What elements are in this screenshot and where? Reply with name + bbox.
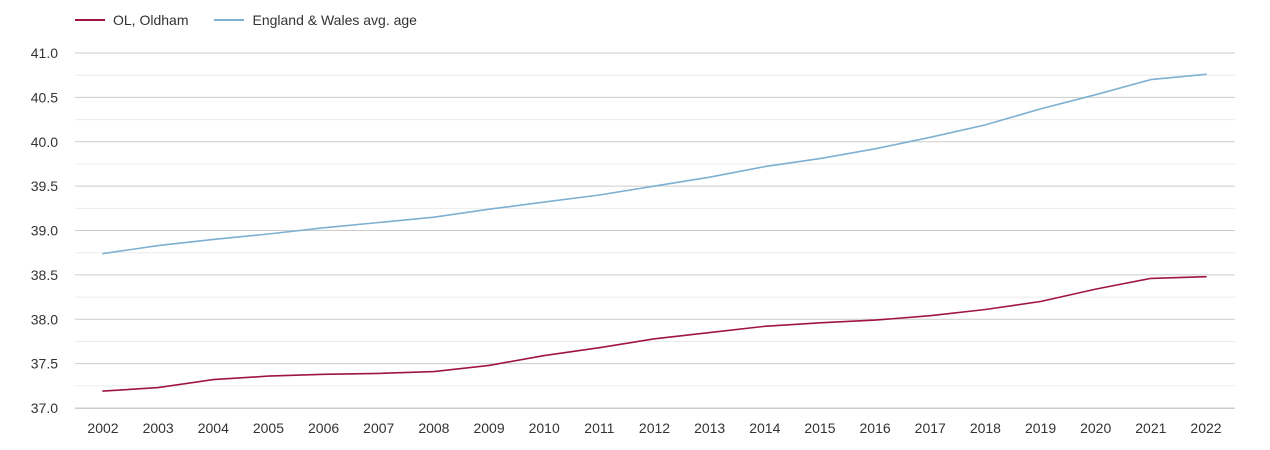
grid-lines xyxy=(75,52,1235,409)
x-axis: 2002 2003 2004 2005 2006 2007 2008 2009 2010 2011… xyxy=(75,408,1235,436)
data-point-england-wales[interactable] xyxy=(1093,92,1099,98)
x-tick-label: 2002 xyxy=(87,420,118,436)
data-point-oldham[interactable] xyxy=(1203,274,1209,280)
data-point-england-wales[interactable] xyxy=(872,146,878,152)
data-point-england-wales[interactable] xyxy=(321,225,327,231)
data-point-england-wales[interactable] xyxy=(100,251,106,257)
y-axis: 37.0 37.5 38.0 38.5 39.0 39.5 40.0 40.5 41.0 xyxy=(31,45,58,416)
y-tick-label: 37.0 xyxy=(31,400,58,416)
legend-label-oldham: OL, Oldham xyxy=(113,12,189,28)
data-point-england-wales[interactable] xyxy=(596,192,602,198)
data-point-oldham[interactable] xyxy=(265,373,271,379)
data-point-oldham[interactable] xyxy=(100,388,106,394)
x-tick-label: 2018 xyxy=(970,420,1001,436)
legend-item-england-wales[interactable]: England & Wales avg. age xyxy=(214,12,417,28)
data-point-oldham[interactable] xyxy=(762,323,768,329)
data-point-oldham[interactable] xyxy=(1148,275,1154,281)
x-tick-label: 2014 xyxy=(749,420,780,436)
data-point-england-wales[interactable] xyxy=(1038,106,1044,112)
x-tick-label: 2010 xyxy=(529,420,560,436)
data-point-england-wales[interactable] xyxy=(982,122,988,128)
data-point-oldham[interactable] xyxy=(927,313,933,319)
data-point-oldham[interactable] xyxy=(872,317,878,323)
data-point-england-wales[interactable] xyxy=(376,220,382,226)
x-tick-label: 2021 xyxy=(1135,420,1166,436)
data-point-england-wales[interactable] xyxy=(541,199,547,205)
series-line-oldham[interactable] xyxy=(102,275,1207,392)
x-tick-label: 2004 xyxy=(198,420,229,436)
legend-swatch-england-wales xyxy=(214,19,245,21)
x-tick-label: 2022 xyxy=(1190,420,1221,436)
data-point-oldham[interactable] xyxy=(376,370,382,376)
data-point-england-wales[interactable] xyxy=(817,156,823,162)
data-point-england-wales[interactable] xyxy=(762,164,768,170)
legend-label-england-wales: England & Wales avg. age xyxy=(252,12,417,28)
chart-legend: OL, Oldham England & Wales avg. age xyxy=(75,10,443,30)
series-lines xyxy=(100,71,1209,394)
y-tick-label: 39.5 xyxy=(31,178,58,194)
x-tick-label: 2017 xyxy=(915,420,946,436)
x-tick-label: 2011 xyxy=(584,420,614,436)
data-point-oldham[interactable] xyxy=(707,330,713,336)
y-tick-label: 39.0 xyxy=(31,223,58,239)
data-point-oldham[interactable] xyxy=(596,345,602,351)
data-point-england-wales[interactable] xyxy=(652,183,658,189)
data-point-england-wales[interactable] xyxy=(155,243,161,249)
y-tick-label: 41.0 xyxy=(31,45,58,61)
x-tick-label: 2009 xyxy=(473,420,504,436)
data-point-oldham[interactable] xyxy=(982,306,988,312)
data-point-oldham[interactable] xyxy=(155,385,161,391)
x-tick-label: 2019 xyxy=(1025,420,1056,436)
data-point-england-wales[interactable] xyxy=(210,236,216,242)
x-tick-label: 2012 xyxy=(639,420,670,436)
data-point-england-wales[interactable] xyxy=(431,214,437,220)
data-point-oldham[interactable] xyxy=(210,377,216,383)
x-tick-label: 2006 xyxy=(308,420,339,436)
data-point-oldham[interactable] xyxy=(1038,299,1044,305)
data-point-england-wales[interactable] xyxy=(927,134,933,140)
data-point-oldham[interactable] xyxy=(431,369,437,375)
x-tick-label: 2007 xyxy=(363,420,394,436)
data-point-oldham[interactable] xyxy=(541,353,547,359)
legend-item-oldham[interactable]: OL, Oldham xyxy=(75,12,188,28)
data-point-oldham[interactable] xyxy=(652,336,658,342)
x-tick-label: 2020 xyxy=(1080,420,1111,436)
legend-swatch-oldham xyxy=(75,19,105,21)
x-tick-label: 2005 xyxy=(253,420,284,436)
data-point-england-wales[interactable] xyxy=(1148,77,1154,83)
x-tick-label: 2015 xyxy=(804,420,835,436)
y-tick-label: 37.5 xyxy=(31,356,58,372)
x-tick-label: 2016 xyxy=(860,420,891,436)
data-point-oldham[interactable] xyxy=(1093,286,1099,292)
x-tick-label: 2013 xyxy=(694,420,725,436)
data-point-england-wales[interactable] xyxy=(486,206,492,212)
data-point-england-wales[interactable] xyxy=(265,231,271,237)
y-tick-label: 40.0 xyxy=(31,134,58,150)
data-point-oldham[interactable] xyxy=(486,362,492,368)
y-tick-label: 40.5 xyxy=(31,89,58,105)
series-line-england-wales[interactable] xyxy=(102,73,1207,255)
y-tick-label: 38.0 xyxy=(31,311,58,327)
y-tick-label: 38.5 xyxy=(31,267,58,283)
x-tick-label: 2008 xyxy=(418,420,449,436)
data-point-england-wales[interactable] xyxy=(1203,71,1209,77)
data-point-oldham[interactable] xyxy=(817,320,823,326)
data-point-england-wales[interactable] xyxy=(707,174,713,180)
x-tick-label: 2003 xyxy=(143,420,174,436)
data-point-oldham[interactable] xyxy=(321,371,327,377)
